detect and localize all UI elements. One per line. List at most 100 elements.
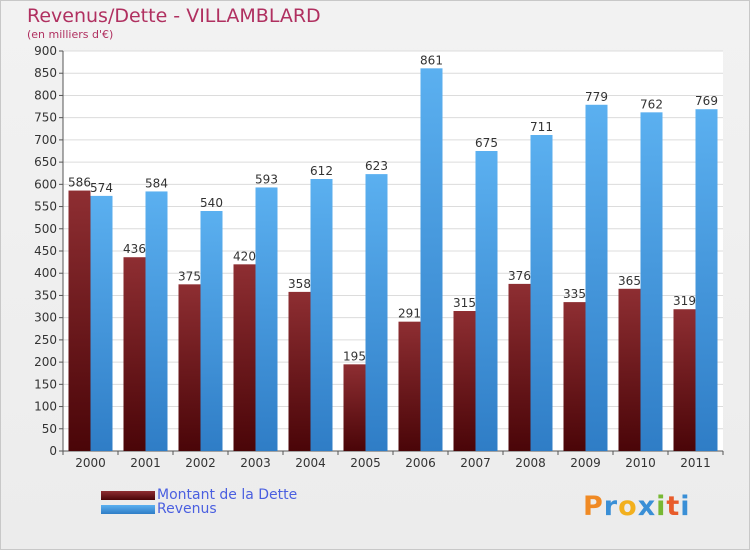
bar-debt — [618, 288, 641, 451]
legend-label-debt: Montant de la Dette — [157, 487, 298, 503]
x-tick-label: 2004 — [295, 456, 326, 470]
y-tick-label: 550 — [34, 200, 57, 214]
value-label-revenue: 593 — [255, 172, 278, 186]
bar-debt — [233, 264, 256, 451]
value-label-revenue: 769 — [695, 94, 718, 108]
y-tick-label: 600 — [34, 177, 57, 191]
x-tick-label: 2001 — [130, 456, 161, 470]
value-label-debt: 358 — [288, 277, 311, 291]
bar-debt — [673, 309, 696, 451]
y-tick-label: 50 — [42, 422, 57, 436]
value-label-debt: 375 — [178, 269, 201, 283]
x-tick-label: 2005 — [350, 456, 381, 470]
value-label-revenue: 540 — [200, 196, 223, 210]
value-label-revenue: 762 — [640, 97, 663, 111]
bar-debt — [563, 302, 586, 451]
x-tick-label: 2007 — [460, 456, 491, 470]
bar-revenue — [530, 135, 553, 451]
bar-debt — [178, 284, 201, 451]
y-tick-label: 350 — [34, 288, 57, 302]
y-tick-label: 900 — [34, 44, 57, 58]
bar-debt — [288, 291, 311, 451]
bar-debt — [68, 190, 91, 452]
y-tick-label: 450 — [34, 244, 57, 258]
y-tick-label: 850 — [34, 66, 57, 80]
bar-debt — [123, 257, 146, 451]
y-tick-label: 0 — [49, 444, 57, 458]
value-label-debt: 319 — [673, 294, 696, 308]
bar-debt — [398, 321, 421, 451]
labels: 0 50 100 150 200 250 300 350 400 450 500 550 600 650 7… — [34, 44, 718, 470]
legend-label-revenue: Revenus — [157, 501, 217, 517]
value-label-debt: 315 — [453, 296, 476, 310]
value-label-revenue: 574 — [90, 181, 113, 195]
x-tick-label: 2002 — [185, 456, 216, 470]
x-tick-label: 2009 — [570, 456, 601, 470]
value-label-debt: 365 — [618, 274, 641, 288]
value-label-debt: 436 — [123, 242, 146, 256]
bar-revenue — [200, 211, 223, 451]
value-label-revenue: 623 — [365, 159, 388, 173]
value-label-revenue: 584 — [145, 176, 168, 190]
chart-title: Revenus/Dette - VILLAMBLARD — [27, 5, 321, 27]
y-tick-label: 100 — [34, 400, 57, 414]
bar-debt — [453, 311, 476, 451]
y-tick-label: 700 — [34, 133, 57, 147]
bar-revenue — [475, 151, 498, 451]
value-label-revenue: 779 — [585, 90, 608, 104]
x-tick-label: 2010 — [625, 456, 656, 470]
y-tick-label: 800 — [34, 88, 57, 102]
chart-subtitle: (en milliers d'€) — [27, 28, 114, 41]
bar-revenue — [310, 179, 333, 451]
value-label-revenue: 711 — [530, 120, 553, 134]
bar-revenue — [585, 104, 608, 452]
bar-revenue — [420, 68, 443, 451]
y-tick-label: 300 — [34, 311, 57, 325]
grid-lines — [63, 50, 723, 452]
x-tick-label: 2003 — [240, 456, 271, 470]
logo-letter: o — [618, 491, 638, 522]
value-label-debt: 291 — [398, 307, 421, 321]
bar-revenue — [365, 174, 388, 451]
bar-revenue — [90, 195, 113, 451]
logo-letter: t — [666, 491, 681, 522]
value-label-debt: 586 — [68, 176, 91, 190]
x-tick-label: 2008 — [515, 456, 546, 470]
legend-item-debt: Montant de la Dette — [101, 487, 297, 503]
bar-debt — [343, 364, 366, 451]
legend-swatch-debt — [101, 490, 155, 500]
y-tick-label: 750 — [34, 111, 57, 125]
value-label-revenue: 675 — [475, 136, 498, 150]
x-tick-label: 2011 — [680, 456, 711, 470]
y-tick-label: 200 — [34, 355, 57, 369]
legend-item-revenue: Revenus — [101, 501, 217, 517]
bar-revenue — [640, 112, 663, 451]
y-tick-label: 400 — [34, 266, 57, 280]
value-label-debt: 420 — [233, 249, 256, 263]
logo-letter: i — [656, 491, 667, 522]
value-label-revenue: 612 — [310, 164, 333, 178]
x-tick-label: 2006 — [405, 456, 436, 470]
axes — [59, 50, 724, 455]
y-tick-label: 150 — [34, 377, 57, 391]
logo-letter: i — [680, 491, 691, 522]
bars — [68, 68, 718, 452]
value-label-debt: 376 — [508, 269, 531, 283]
y-tick-label: 250 — [34, 333, 57, 347]
proxiti-logo: Proxiti — [583, 491, 691, 522]
y-tick-label: 500 — [34, 222, 57, 236]
logo-letter: r — [603, 491, 619, 522]
value-label-debt: 335 — [563, 287, 586, 301]
value-label-revenue: 861 — [420, 53, 443, 67]
bar-revenue — [145, 191, 168, 451]
bar-revenue — [255, 187, 278, 451]
bar-revenue — [695, 109, 718, 451]
legend-swatch-revenue — [101, 504, 155, 514]
y-tick-label: 650 — [34, 155, 57, 169]
logo-letter: x — [637, 491, 657, 522]
bar-debt — [508, 283, 531, 451]
value-label-debt: 195 — [343, 349, 366, 363]
x-tick-label: 2000 — [75, 456, 106, 470]
